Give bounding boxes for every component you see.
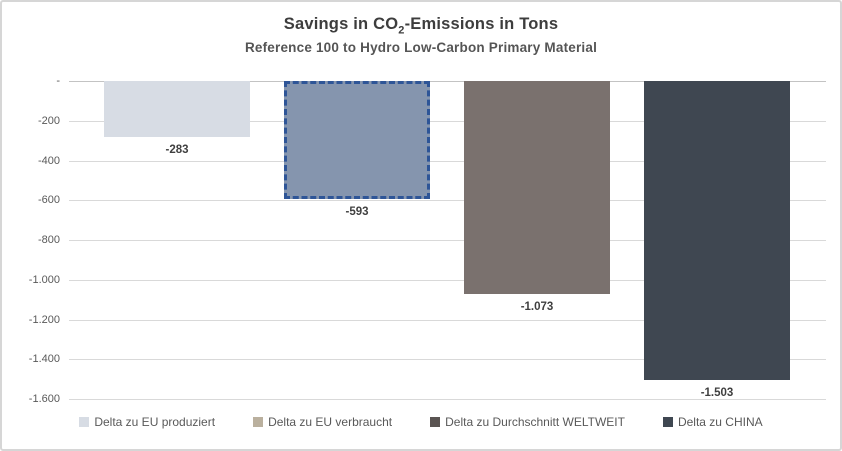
bar-value-label: -283 <box>165 144 189 157</box>
legend-swatch-icon <box>662 417 673 427</box>
plot-area: -283 -593 -1.073 -1.503 <box>69 81 826 400</box>
y-axis-tick-label: -600 <box>37 194 60 207</box>
bar-delta-zu-china: -1.503 <box>644 81 790 399</box>
gridline--1000 <box>69 279 826 281</box>
y-axis-tick-label: -400 <box>37 154 60 167</box>
legend: Delta zu EU produziert Delta zu EU verbra… <box>2 415 840 429</box>
y-axis-tick-label: -1.200 <box>28 313 60 326</box>
y-axis-tick-label: -1.000 <box>28 273 60 286</box>
gridline--800 <box>69 240 826 241</box>
gridline--1600 <box>69 399 826 400</box>
gridline--1200 <box>69 319 826 321</box>
bar-delta-zu-eu-produziert: -283 <box>104 81 250 399</box>
y-axis-tick-label: -1.400 <box>28 353 60 366</box>
legend-label: Delta zu EU verbraucht <box>268 415 393 429</box>
gridline--1400 <box>69 359 826 361</box>
legend-label: Delta zu CHINA <box>677 415 763 429</box>
bar-rect <box>284 81 430 199</box>
chart-title: Savings in CO2-Emissions in Tons <box>2 15 840 36</box>
chart-title-text: Savings in CO <box>283 15 399 33</box>
y-axis-tick-label: -200 <box>37 114 60 127</box>
legend-swatch-icon <box>430 417 441 427</box>
legend-item-delta-zu-china: Delta zu CHINA <box>662 415 763 429</box>
bar-value-label: -593 <box>345 205 369 218</box>
bar-rect <box>644 81 790 380</box>
bar-value-label: -1.503 <box>700 386 734 399</box>
y-axis-tick-label: - <box>56 75 60 87</box>
chart-subtitle: Reference 100 to Hydro Low-Carbon Primar… <box>244 40 598 56</box>
legend-swatch-icon <box>79 417 90 427</box>
bar-rect <box>464 81 610 295</box>
gridline--400 <box>69 160 826 162</box>
chart-title-subscript: 2 <box>398 24 405 37</box>
bar-delta-zu-eu-verbraucht: -593 <box>284 81 430 399</box>
y-axis-tick-label: -1.600 <box>28 393 60 405</box>
bar-delta-zu-durchschnitt-weltweit: -1.073 <box>464 81 610 399</box>
legend-item-delta-zu-eu-produziert: Delta zu EU produziert <box>79 415 215 429</box>
legend-label: Delta zu Durchschnitt WELTWEIT <box>445 415 625 429</box>
legend-item-delta-zu-eu-verbraucht: Delta zu EU verbraucht <box>253 415 392 429</box>
chart-title-text-end: -Emissions in Tons <box>404 15 559 33</box>
gridline--200 <box>69 120 826 122</box>
legend-swatch-icon <box>253 417 264 427</box>
bar-value-label: -1.073 <box>520 301 554 314</box>
legend-item-delta-zu-durchschnitt-weltweit: Delta zu Durchschnitt WELTWEIT <box>430 415 625 429</box>
chart-title-block: Savings in CO2-Emissions in Tons Referen… <box>2 15 840 55</box>
legend-label: Delta zu EU produziert <box>94 415 216 429</box>
gridline-0 <box>69 81 826 82</box>
bar-rect <box>104 81 250 138</box>
y-axis-tick-label: -800 <box>37 234 60 246</box>
gridline--600 <box>69 200 826 202</box>
